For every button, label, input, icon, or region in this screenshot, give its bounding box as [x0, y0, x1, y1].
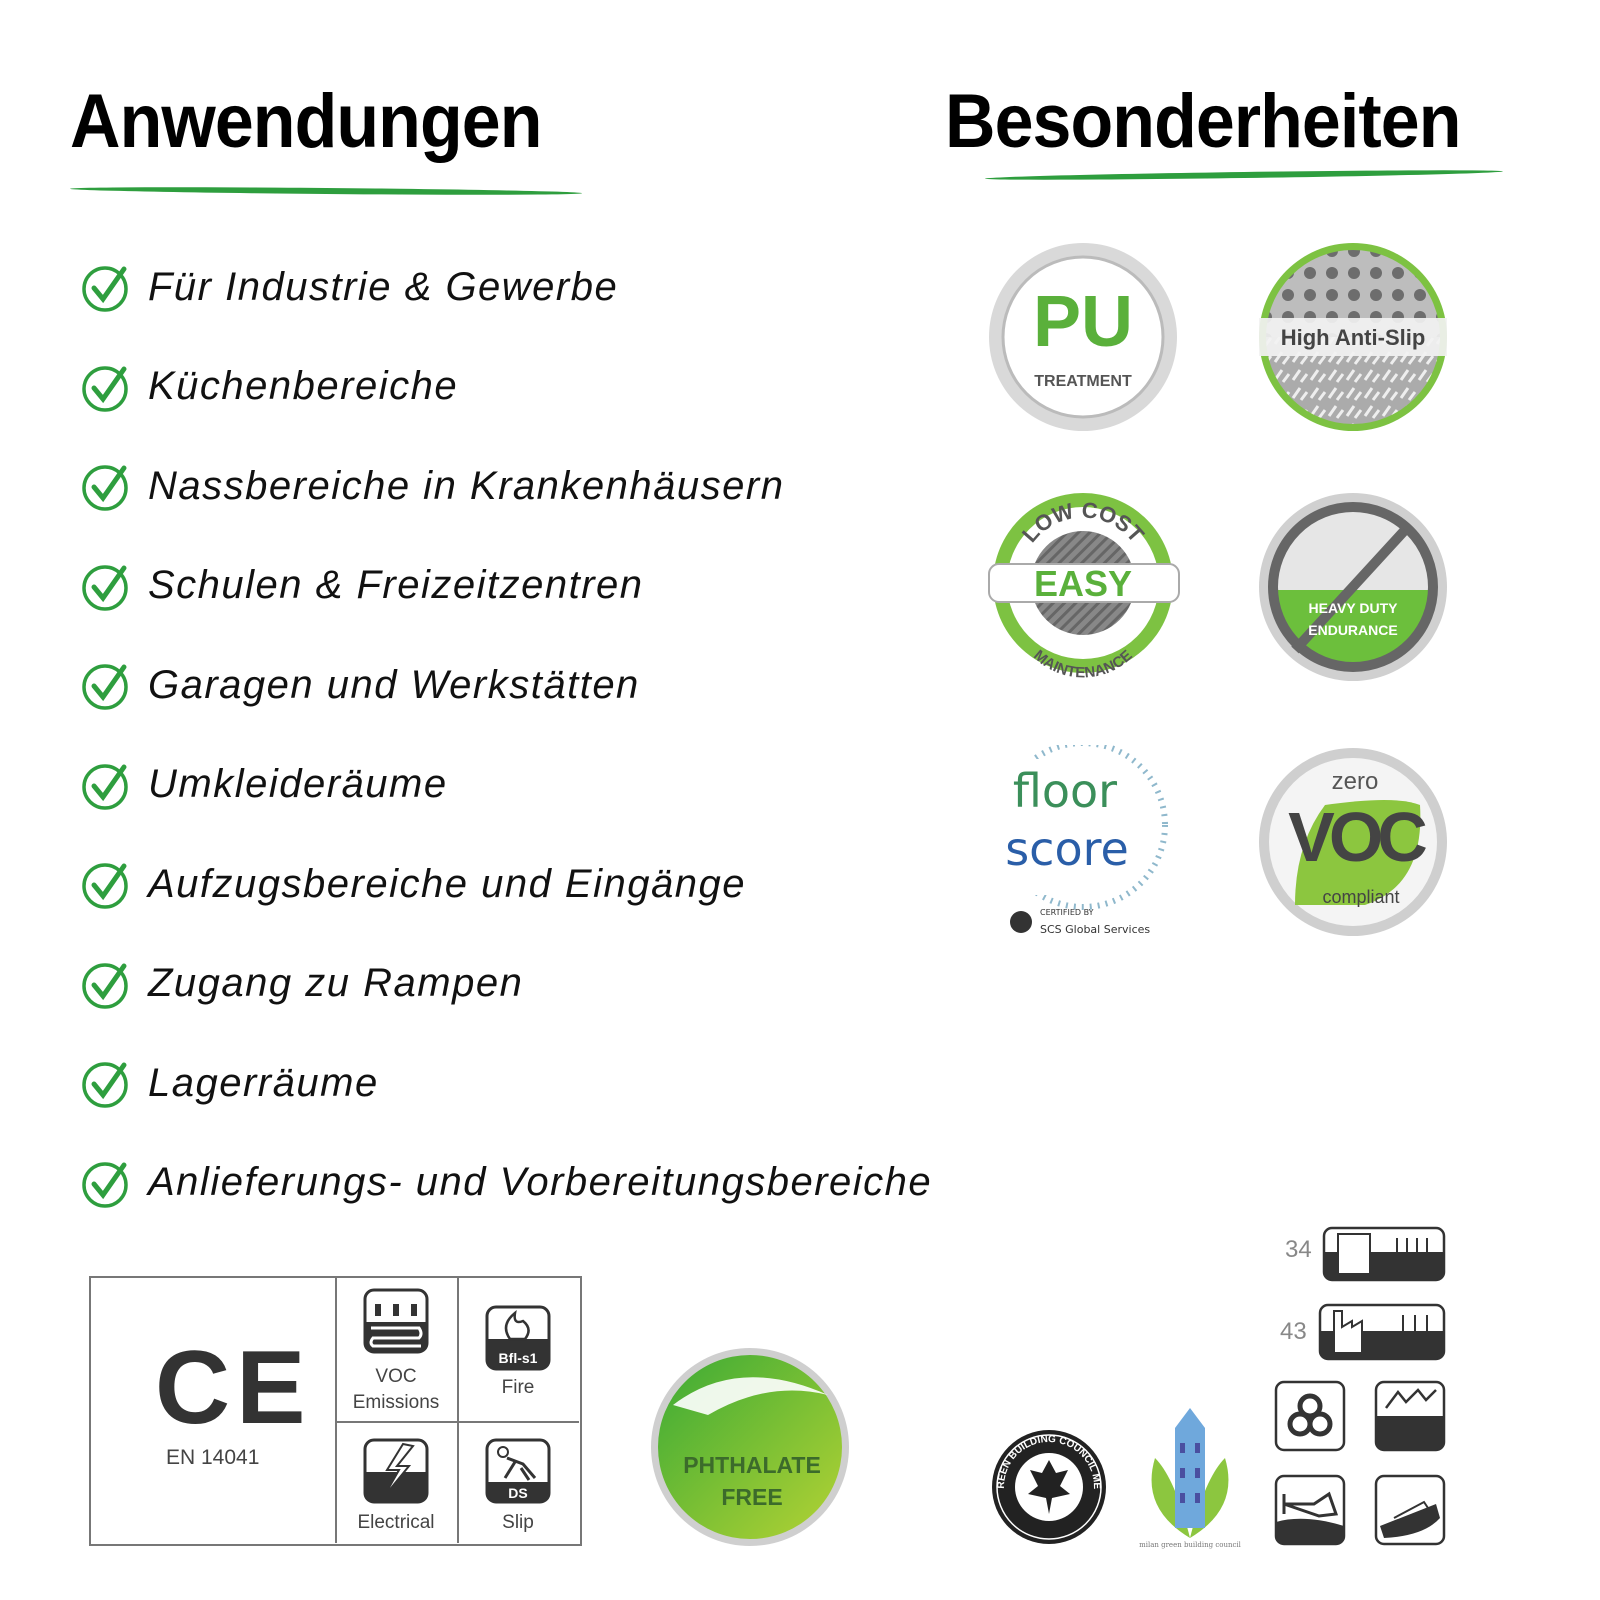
application-item: Für Industrie & Gewerbe — [80, 257, 618, 317]
check-circle-icon — [82, 1062, 128, 1108]
pu-text: PU — [1033, 282, 1133, 362]
application-item: Schulen & Freizeitzentren — [80, 556, 644, 616]
divider — [457, 1277, 459, 1543]
application-label: Aufzugsbereiche und Eingänge — [148, 861, 746, 906]
free-text: FREE — [721, 1484, 782, 1510]
application-item: Aufzugsbereiche und Eingänge — [80, 854, 746, 914]
heavy-duty-badge: HEAVY DUTY ENDURANCE — [1259, 493, 1447, 681]
application-item: Anlieferungs- und Vorbereitungsbereiche — [80, 1153, 932, 1213]
application-item: Nassbereiche in Krankenhäusern — [80, 456, 784, 516]
milan-gbc-logo: milan green building council — [1139, 1408, 1242, 1549]
check-circle-icon — [82, 863, 128, 909]
voc-emissions-icon — [363, 1288, 429, 1354]
heading-underline — [69, 185, 583, 197]
voc-text: VOC — [1288, 798, 1426, 876]
score-text: score — [1005, 822, 1129, 876]
easy-maintenance-badge: EASY LOW COST MAINTENANCE — [988, 493, 1180, 682]
usage-class-43-icon — [1318, 1303, 1446, 1361]
application-label: Nassbereiche in Krankenhäusern — [148, 463, 785, 508]
biohazard-icon — [1274, 1380, 1346, 1452]
compliant-text: compliant — [1322, 887, 1399, 907]
slip-label: Slip — [502, 1512, 534, 1533]
milan-text: milan green building council — [1139, 1541, 1242, 1549]
voc-label-line2: Emissions — [352, 1392, 440, 1413]
application-item: Lagerräume — [80, 1053, 379, 1113]
floorscore-badge: floor score CERTIFIED BY SCS Global Serv… — [991, 745, 1168, 936]
spill-resistance-icon — [1274, 1474, 1346, 1546]
check-circle-icon — [82, 763, 128, 810]
usage-class-34-icon — [1322, 1226, 1446, 1282]
application-label: Schulen & Freizeitzentren — [148, 563, 644, 607]
voc-label-line1: VOC — [375, 1366, 417, 1387]
fire-class: Bfl-s1 — [499, 1350, 538, 1366]
fire-label: Fire — [501, 1377, 535, 1398]
scs-text: SCS Global Services — [1040, 923, 1150, 936]
electrical-icon — [363, 1438, 429, 1504]
zero-text: zero — [1332, 768, 1379, 795]
check-circle-icon — [82, 266, 128, 312]
class-34-number: 34 — [1285, 1236, 1312, 1263]
check-circle-icon — [82, 664, 128, 710]
ce-mark: CE — [155, 1330, 312, 1446]
check-circle-icon — [82, 962, 128, 1009]
chemical-resistance-icon — [1374, 1380, 1446, 1452]
application-label: Küchenbereiche — [148, 364, 459, 408]
divider — [335, 1277, 337, 1543]
heavy-duty-text: HEAVY DUTY — [1309, 600, 1399, 616]
application-label: Umkleideräume — [148, 762, 448, 806]
application-item: Küchenbereiche — [80, 357, 458, 417]
ship-icon — [1374, 1474, 1446, 1546]
electrical-label: Electrical — [357, 1512, 435, 1533]
check-circle-icon — [82, 365, 128, 412]
certified-by-text: CERTIFIED BY — [1040, 908, 1094, 917]
check-circle-icon — [82, 1161, 128, 1208]
check-circle-icon — [82, 465, 128, 511]
zero-voc-badge: zero VOC compliant — [1259, 748, 1447, 936]
class-43-number: 43 — [1280, 1318, 1307, 1345]
endurance-text: ENDURANCE — [1308, 622, 1397, 638]
treatment-text: TREATMENT — [1034, 373, 1132, 390]
application-item: Umkleideräume — [80, 755, 448, 815]
application-label: Lagerräume — [148, 1060, 379, 1105]
phthalate-free-badge: PHTHALATE FREE — [651, 1348, 849, 1546]
pu-treatment-badge: PU TREATMENT — [989, 243, 1177, 431]
application-label: Garagen und Werkstätten — [148, 662, 640, 707]
heading-besonderheiten: Besonderheiten — [945, 79, 1461, 164]
divider — [336, 1421, 579, 1423]
application-label: Für Industrie & Gewerbe — [148, 264, 619, 309]
anti-slip-badge: High Anti-Slip — [1259, 243, 1447, 431]
slip-icon: DS — [485, 1438, 551, 1504]
application-label: Anlieferungs- und Vorbereitungsbereiche — [148, 1160, 933, 1204]
usgbc-member-logo: U.S. GREEN BUILDING COUNCIL MEMBER — [990, 1428, 1106, 1544]
check-circle-icon — [82, 564, 128, 611]
application-item: Zugang zu Rampen — [80, 954, 523, 1014]
floor-text: floor — [1013, 764, 1117, 818]
application-label: Zugang zu Rampen — [148, 961, 524, 1005]
anti-slip-text: High Anti-Slip — [1281, 325, 1426, 350]
phthalate-text: PHTHALATE — [683, 1452, 821, 1478]
en-norm: EN 14041 — [166, 1446, 260, 1469]
heading-underline — [984, 168, 1504, 182]
easy-text: EASY — [1034, 563, 1132, 604]
fire-icon: Bfl-s1 — [485, 1305, 551, 1371]
heading-anwendungen: Anwendungen — [70, 79, 542, 164]
slip-class: DS — [508, 1485, 527, 1501]
application-item: Garagen und Werkstätten — [80, 655, 640, 715]
